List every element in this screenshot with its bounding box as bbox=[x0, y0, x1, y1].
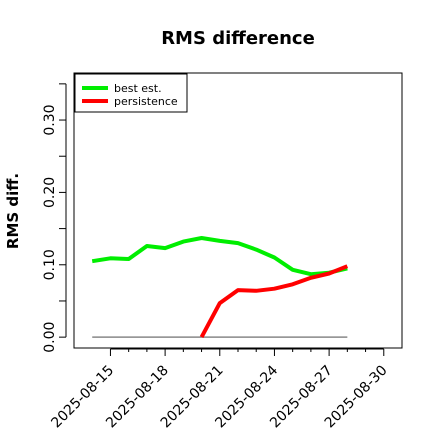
series-layer bbox=[91, 236, 349, 339]
series-line-persistence bbox=[199, 264, 349, 339]
legend-box bbox=[74, 73, 188, 113]
x-axis: 2025-08-152025-08-182025-08-212025-08-24… bbox=[48, 348, 391, 431]
series-line-best-est bbox=[91, 236, 348, 277]
y-axis: 0.00 0.10 0.20 0.30 bbox=[42, 83, 67, 353]
plot-frame bbox=[73, 72, 403, 349]
chart-title: RMS difference bbox=[161, 28, 315, 49]
y-tick-label: 0.20 bbox=[42, 177, 58, 208]
y-tick-label: 0.30 bbox=[42, 104, 58, 135]
y-axis-label: RMS diff. bbox=[4, 173, 22, 249]
legend-label-best-est: best est. bbox=[114, 82, 162, 95]
y-tick-label: 0.00 bbox=[42, 322, 58, 353]
legend: best est. persistence bbox=[74, 73, 188, 113]
y-tick-label: 0.10 bbox=[42, 249, 58, 280]
legend-label-persistence: persistence bbox=[114, 95, 178, 108]
